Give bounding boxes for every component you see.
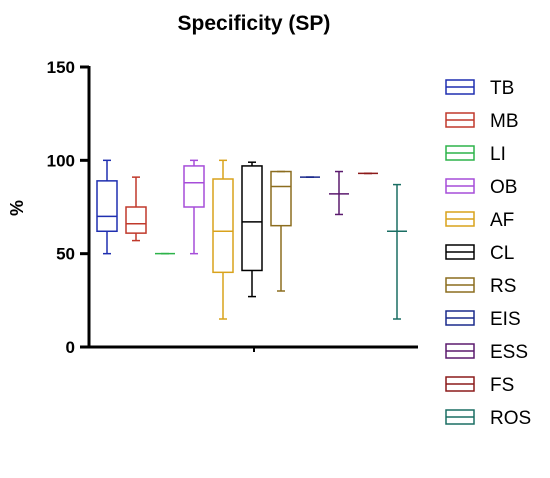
box-ess <box>329 170 349 216</box>
iqr-box <box>212 178 234 274</box>
box-cl <box>241 161 263 298</box>
legend-item-mb: MB <box>445 111 519 132</box>
legend-item-rs: RS <box>445 276 516 297</box>
y-axis-label: % <box>7 200 27 216</box>
legend-label: MB <box>490 111 519 132</box>
box-tb <box>96 159 118 255</box>
legend-item-ros: ROS <box>445 408 531 429</box>
y-axis-ticks: 0 50 100 150 <box>47 58 89 357</box>
legend: TB MB LI OB AF CL RS EIS ESS FS ROS <box>445 78 531 429</box>
box-series <box>96 159 407 320</box>
y-tick-label: 100 <box>47 151 75 170</box>
iqr-box <box>183 165 205 208</box>
iqr-box <box>270 170 292 227</box>
box-af <box>212 159 234 320</box>
legend-label: OB <box>490 177 517 198</box>
legend-item-eis: EIS <box>445 309 521 330</box>
legend-item-fs: FS <box>445 375 514 396</box>
y-tick-label: 0 <box>66 338 75 357</box>
box-ros <box>387 183 407 320</box>
legend-label: CL <box>490 243 514 264</box>
legend-label: ROS <box>490 408 531 429</box>
chart-title: Specificity (SP) <box>178 12 331 35</box>
iqr-box <box>241 165 263 272</box>
box-rs <box>270 170 292 292</box>
legend-item-li: LI <box>445 144 506 165</box>
legend-item-af: AF <box>445 210 514 231</box>
iqr-box <box>96 180 118 233</box>
legend-label: ESS <box>490 342 528 363</box>
legend-label: AF <box>490 210 514 231</box>
legend-label: RS <box>490 276 516 297</box>
legend-item-ess: ESS <box>445 342 528 363</box>
legend-item-cl: CL <box>445 243 514 264</box>
legend-label: EIS <box>490 309 521 330</box>
iqr-box <box>125 206 147 234</box>
box-mb <box>125 176 147 242</box>
legend-item-ob: OB <box>445 177 517 198</box>
legend-label: FS <box>490 375 514 396</box>
legend-label: LI <box>490 144 506 165</box>
box-ob <box>183 159 205 255</box>
legend-item-tb: TB <box>445 78 514 99</box>
y-tick-label: 150 <box>47 58 75 77</box>
legend-label: TB <box>490 78 514 99</box>
y-tick-label: 50 <box>56 245 75 264</box>
